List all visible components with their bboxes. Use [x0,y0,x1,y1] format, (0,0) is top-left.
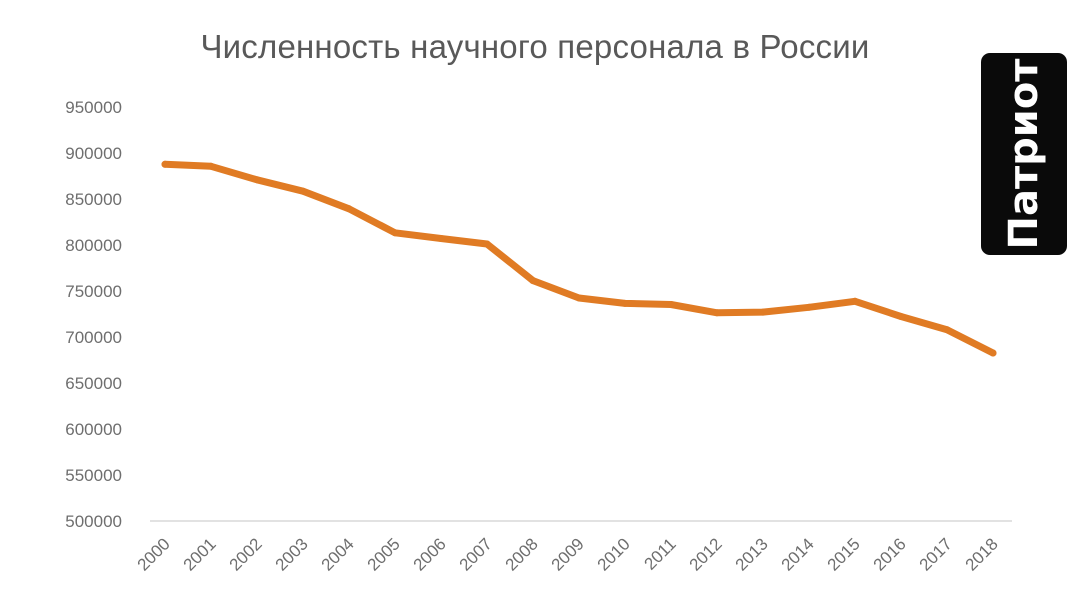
x-tick-label: 2010 [594,534,634,574]
x-tick-label: 2014 [778,534,818,574]
data-point [621,299,629,307]
data-point [345,205,353,213]
x-tick-label: 2008 [502,534,542,574]
data-point [299,187,307,195]
data-point [483,240,491,248]
data-point [713,309,721,317]
x-tick-label: 2011 [641,534,680,573]
data-point [989,349,997,357]
series-line [161,160,997,357]
x-tick-label: 2005 [364,534,404,574]
y-tick-label: 850000 [65,190,122,209]
data-point [575,294,583,302]
x-tick-label: 2006 [410,534,450,574]
y-tick-label: 500000 [65,512,122,531]
x-tick-label: 2000 [134,534,174,574]
watermark-badge: Патриот [981,53,1067,255]
data-point [667,301,675,308]
y-tick-label: 800000 [65,236,122,255]
x-tick-label: 2013 [732,534,772,574]
watermark-text: Патриот [1001,58,1047,250]
x-tick-label: 2001 [180,534,220,574]
y-tick-label: 700000 [65,328,122,347]
data-point [897,313,905,320]
y-tick-label: 650000 [65,374,122,393]
x-tick-label: 2002 [226,534,266,574]
x-tick-label: 2018 [962,534,1002,574]
y-tick-label: 600000 [65,420,122,439]
y-tick-label: 950000 [65,98,122,117]
x-tick-label: 2015 [824,534,864,574]
x-axis-ticks: 2000 2001 2002 2003 2004 2005 2006 2007 2008 2009… [134,534,1002,574]
data-point [207,162,215,170]
x-tick-label: 2007 [456,534,496,574]
data-point [529,277,537,285]
x-tick-label: 2003 [272,534,312,574]
y-tick-label: 750000 [65,282,122,301]
x-tick-label: 2012 [686,534,726,574]
data-point [759,308,767,316]
data-point [805,303,813,311]
y-axis-ticks: 950000 900000 850000 800000 750000 700000 6500… [65,98,122,531]
data-point [943,326,951,334]
y-tick-label: 550000 [65,466,122,485]
data-point [437,235,445,242]
chart-title: Численность научного персонала в России [200,28,870,65]
y-tick-label: 900000 [65,144,122,163]
series-group [161,160,997,357]
x-tick-label: 2016 [870,534,910,574]
data-point [253,176,261,184]
data-point [851,297,859,305]
x-tick-label: 2004 [318,534,358,574]
x-tick-label: 2009 [548,534,588,574]
x-tick-label: 2017 [916,534,956,574]
data-point [161,160,169,168]
data-point [391,229,399,237]
